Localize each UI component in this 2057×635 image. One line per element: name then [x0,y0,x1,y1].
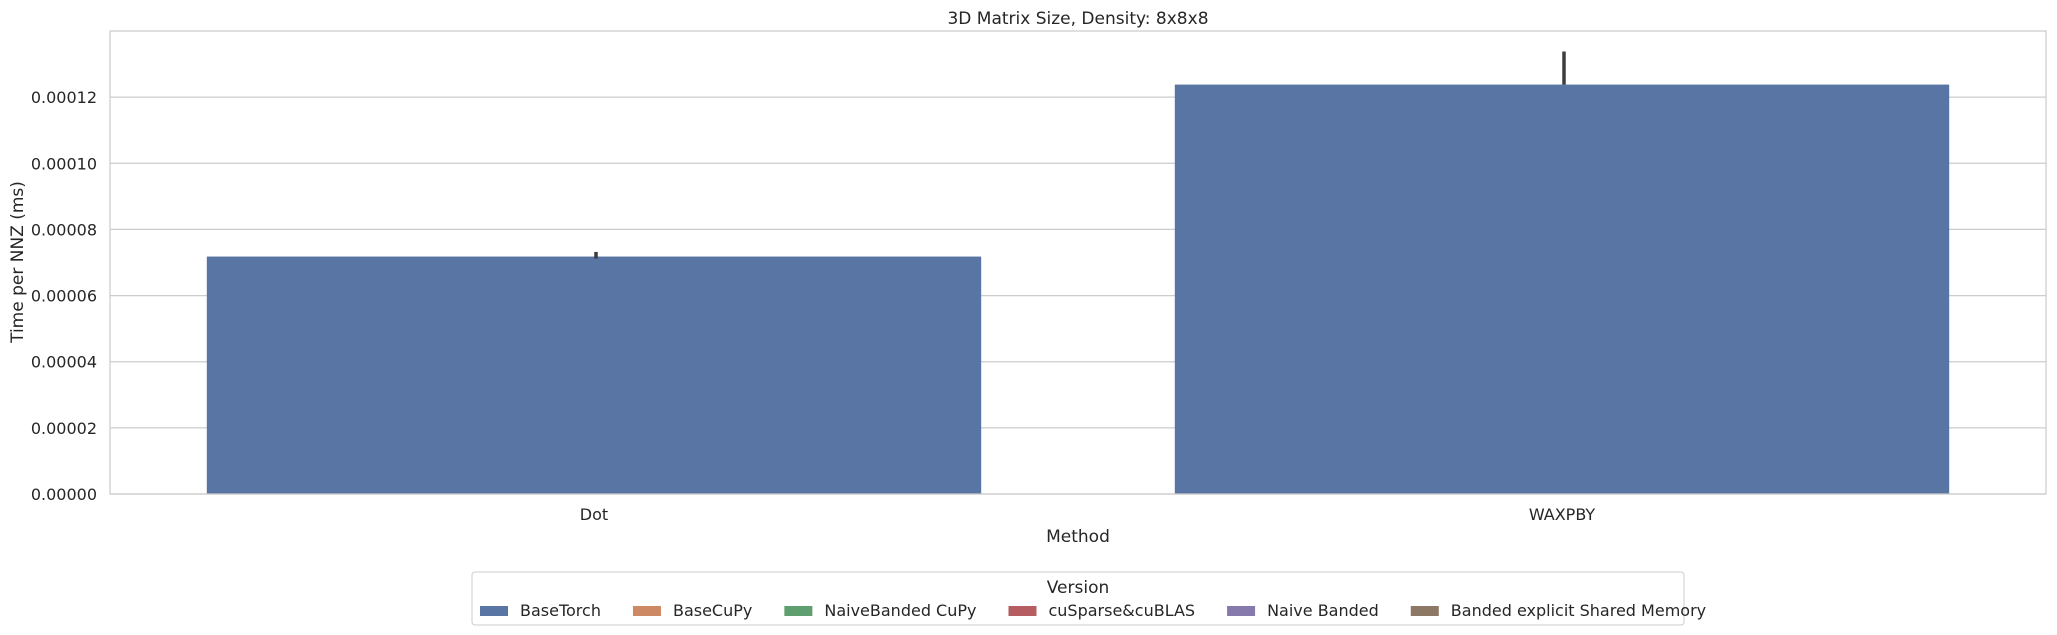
y-tick-label: 0.00002 [31,419,97,438]
legend-frame [471,571,1685,626]
y-tick-label: 0.00010 [31,154,97,173]
bar-dot [206,256,982,494]
x-axis-ticks: Dot WAXPBY [580,505,1596,524]
legend-swatch [1008,606,1037,616]
legend-items: BaseTorch BaseCuPy NaiveBanded CuPy cuSpars… [480,601,1706,620]
bar-waxpby [1174,84,1950,494]
legend-label: Banded explicit Shared Memory [1451,601,1706,620]
legend-swatch [1410,606,1439,616]
legend-title: Version [1047,578,1110,598]
x-tick-label: WAXPBY [1529,505,1596,524]
y-tick-label: 0.00012 [31,88,97,107]
x-axis-label: Method [1046,527,1110,547]
x-tick-label: Dot [580,505,608,524]
y-tick-label: 0.00006 [31,287,97,306]
legend-swatch [1227,606,1256,616]
y-tick-label: 0.00000 [31,485,97,504]
legend-label: NaiveBanded CuPy [824,601,976,620]
legend-swatch [632,606,661,616]
legend-label: BaseTorch [520,601,601,620]
y-tick-label: 0.00004 [31,353,97,372]
legend-label: BaseCuPy [673,601,752,620]
legend-swatch [480,606,508,616]
y-tick-label: 0.00008 [31,220,97,239]
bars [206,84,1950,494]
legend-label: Naive Banded [1267,601,1379,620]
legend-swatch [784,606,813,616]
y-axis-ticks: 0.00000 0.00002 0.00004 0.00006 0.00008 0.000… [31,88,97,504]
y-axis-label: Time per NNZ (ms) [8,181,28,344]
chart-title: 3D Matrix Size, Density: 8x8x8 [947,9,1208,29]
plot-area-frame [109,30,2047,495]
legend: Version BaseTorch BaseCuPy NaiveBanded CuP… [471,571,1706,626]
error-bars [594,51,1566,259]
legend-label: cuSparse&cuBLAS [1048,601,1195,620]
